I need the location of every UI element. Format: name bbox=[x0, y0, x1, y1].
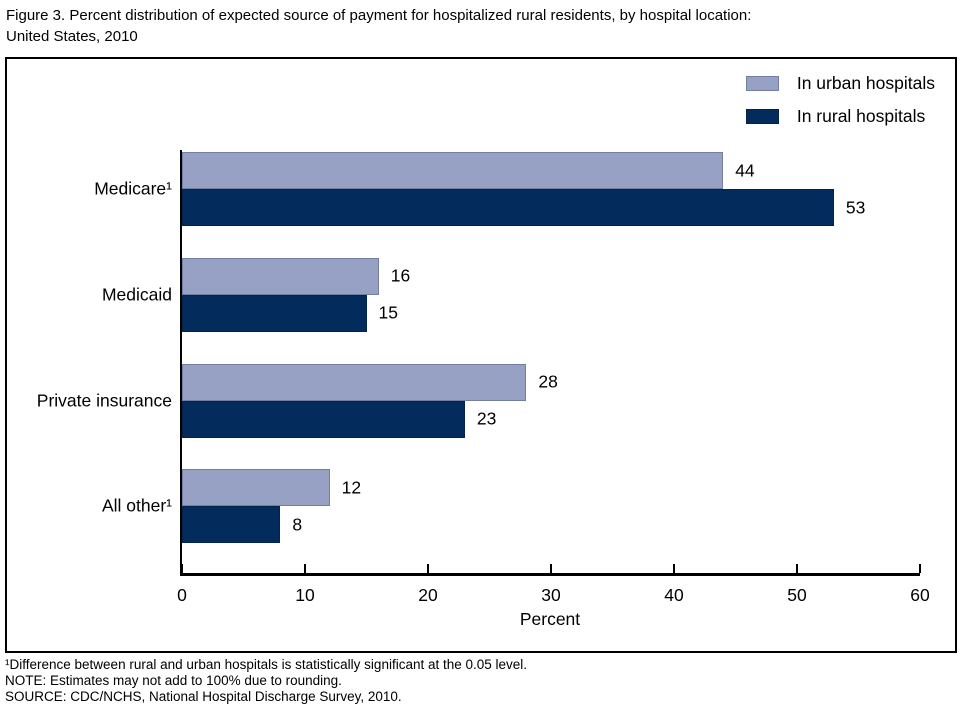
bar-value-label: 16 bbox=[390, 265, 411, 286]
x-tick bbox=[550, 564, 552, 573]
bar-value-label: 53 bbox=[845, 197, 866, 217]
x-tick-label: 10 bbox=[295, 585, 315, 605]
rural-swatch-icon bbox=[745, 109, 779, 124]
footnote: ¹Difference between rural and urban hosp… bbox=[5, 657, 528, 672]
rural-bar bbox=[182, 189, 834, 226]
bar-value-label: 15 bbox=[378, 302, 398, 323]
x-tick bbox=[919, 564, 921, 573]
legend-item-urban: In urban hospitals bbox=[745, 73, 935, 94]
x-tick bbox=[304, 564, 306, 573]
chart-frame: In urban hospitals In rural hospitals 44 5… bbox=[5, 57, 957, 653]
urban-bar bbox=[182, 152, 724, 189]
footnote: NOTE: Estimates may not add to 100% due … bbox=[5, 673, 342, 688]
x-tick bbox=[796, 564, 798, 573]
legend-item-rural: In rural hospitals bbox=[745, 106, 935, 127]
x-tick bbox=[427, 564, 429, 573]
category-label: Medicaid bbox=[101, 284, 172, 305]
rural-bar bbox=[182, 400, 465, 438]
x-tick-label: 20 bbox=[418, 585, 438, 605]
footnotes: ¹Difference between rural and urban hosp… bbox=[5, 657, 955, 705]
bar-value-label: 8 bbox=[292, 514, 303, 535]
category-label: All other¹ bbox=[101, 495, 172, 516]
x-tick-label: 0 bbox=[177, 585, 187, 605]
x-axis-title: Percent bbox=[519, 609, 581, 629]
plot-area: 44 53 16 15 28 23 12 8 bbox=[180, 150, 921, 576]
x-tick-label: 30 bbox=[541, 585, 561, 605]
x-tick-label: 50 bbox=[787, 585, 807, 605]
urban-swatch-icon bbox=[745, 76, 779, 91]
legend-label: In rural hospitals bbox=[796, 106, 926, 126]
figure-title: Figure 3. Percent distribution of expect… bbox=[6, 5, 952, 47]
rural-bar bbox=[182, 294, 367, 332]
urban-bar bbox=[182, 363, 527, 401]
bar-value-label: 44 bbox=[735, 160, 755, 180]
category-label: Medicare¹ bbox=[94, 178, 172, 199]
legend: In urban hospitals In rural hospitals bbox=[745, 73, 935, 139]
urban-bar bbox=[182, 257, 379, 295]
footnote: SOURCE: CDC/NCHS, National Hospital Disc… bbox=[5, 689, 402, 704]
x-tick-label: 60 bbox=[910, 585, 930, 605]
x-tick bbox=[181, 564, 183, 573]
bar-value-label: 12 bbox=[341, 477, 362, 498]
x-tick-label: 40 bbox=[664, 585, 684, 605]
bar-value-label: 23 bbox=[476, 408, 497, 429]
bar-value-label: 28 bbox=[538, 371, 558, 392]
figure-title-line1: Figure 3. Percent distribution of expect… bbox=[6, 7, 752, 24]
urban-bar bbox=[182, 469, 330, 507]
legend-label: In urban hospitals bbox=[796, 73, 935, 93]
category-label: Private insurance bbox=[36, 390, 172, 410]
x-tick bbox=[673, 564, 675, 573]
figure-title-line2: United States, 2010 bbox=[6, 28, 138, 45]
rural-bar bbox=[182, 506, 281, 544]
